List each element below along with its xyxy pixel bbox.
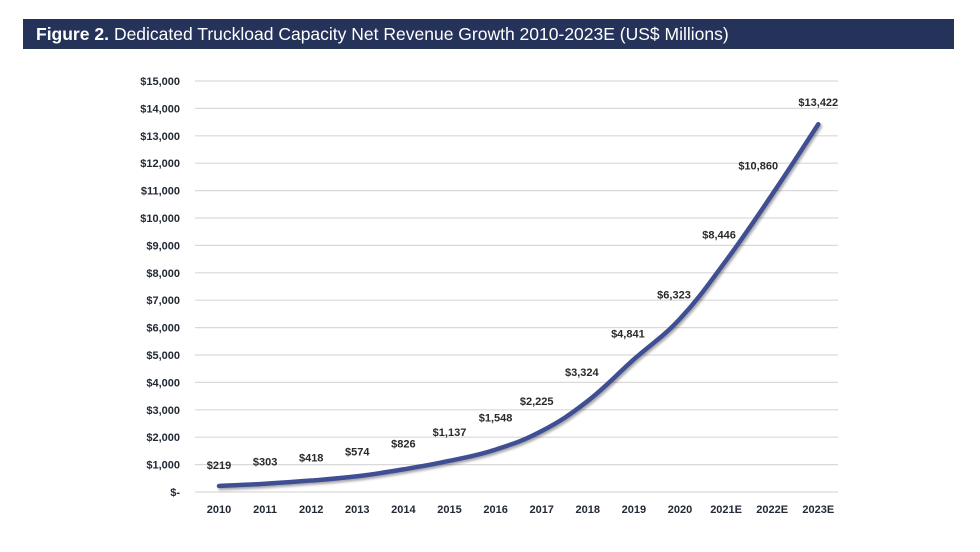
data-labels: $219 $303 $418 $574 $826 $1,137 $1,548 $2,225 $3… [207,97,838,472]
data-label: $3,324 [565,367,600,379]
y-axis-tick-labels: $- $1,000 $2,000 $3,000 $4,000 $5,000 $6,000 $7… [140,76,180,499]
data-label: $1,137 [433,427,467,439]
y-tick-label: $15,000 [140,76,180,88]
series-line-layer [216,121,821,489]
y-tick-label: $12,000 [140,158,180,170]
y-tick-label: $- [170,487,180,499]
y-tick-label: $4,000 [146,377,180,389]
data-label: $303 [253,457,277,469]
y-tick-label: $6,000 [146,323,180,335]
figure-title-bar: Figure 2. Dedicated Truckload Capacity N… [23,19,954,49]
x-tick-label: 2011 [253,504,277,516]
data-label: $826 [391,438,415,450]
x-tick-label: 2014 [391,504,416,516]
data-label: $8,446 [702,230,736,242]
data-label: $418 [299,453,323,465]
x-tick-label: 2022E [756,504,788,516]
x-tick-label: 2016 [483,504,507,516]
data-label: $2,225 [520,396,554,408]
y-tick-label: $10,000 [140,213,180,225]
x-tick-label: 2021E [710,504,742,516]
x-tick-label: 2018 [576,504,600,516]
data-label: $219 [207,460,231,472]
gridlines [195,80,838,493]
y-tick-label: $9,000 [146,240,180,252]
figure-label: Figure 2. [36,23,109,44]
x-tick-label: 2023E [802,504,834,516]
x-tick-label: 2019 [622,504,646,516]
y-tick-label: $13,000 [140,131,180,143]
y-tick-label: $5,000 [146,350,180,362]
data-label: $4,841 [611,328,645,340]
data-label: $13,422 [798,97,838,109]
y-tick-label: $14,000 [140,103,180,115]
x-tick-label: 2010 [207,504,231,516]
x-tick-label: 2020 [668,504,692,516]
data-label: $574 [345,446,370,458]
figure-title: Dedicated Truckload Capacity Net Revenue… [113,23,729,44]
x-tick-label: 2017 [529,504,553,516]
y-tick-label: $11,000 [141,186,180,198]
x-tick-label: 2012 [299,504,323,516]
x-tick-label: 2013 [345,504,369,516]
y-tick-label: $8,000 [146,268,180,280]
data-label: $6,323 [657,290,691,302]
data-label: $10,860 [738,160,778,172]
y-tick-label: $2,000 [146,432,180,444]
x-tick-label: 2015 [437,504,461,516]
data-label: $1,548 [479,413,513,425]
y-tick-label: $1,000 [146,460,180,472]
x-axis-tick-labels: 2010 2011 2012 2013 2014 2015 2016 2017 2018 2019… [207,504,834,516]
y-tick-label: $3,000 [146,405,180,417]
series-line [216,121,821,489]
y-tick-label: $7,000 [146,295,180,307]
